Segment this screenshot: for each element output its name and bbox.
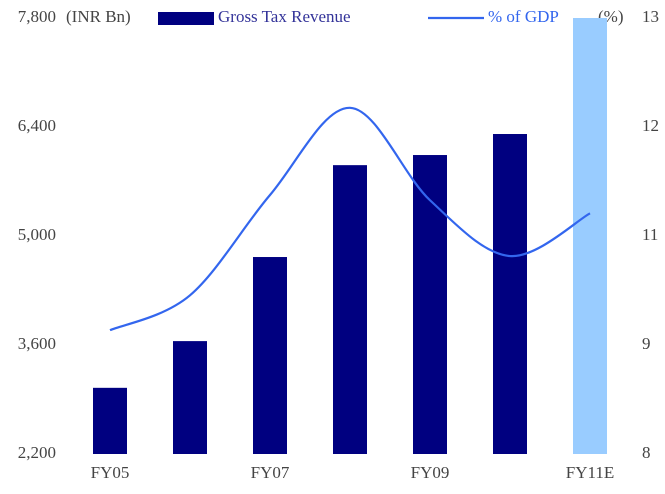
bar	[573, 18, 607, 454]
y2-tick-label: 13	[642, 7, 659, 26]
y2-tick-label: 9	[642, 334, 651, 353]
x-tick-label: FY05	[91, 463, 130, 482]
y2-tick-label: 8	[642, 443, 651, 462]
y-tick-label: 3,600	[18, 334, 56, 353]
line	[109, 106, 591, 332]
y-tick-label: 2,200	[18, 443, 56, 462]
x-tick-label: FY11E	[566, 463, 615, 482]
legend-label: Gross Tax Revenue	[218, 7, 351, 26]
x-tick-label: FY07	[251, 463, 290, 482]
bar	[333, 165, 367, 454]
legend-swatch	[158, 12, 214, 25]
bar	[93, 387, 127, 454]
y2-tick-label: 11	[642, 225, 658, 244]
bar	[253, 257, 287, 454]
y-tick-label: 5,000	[18, 225, 56, 244]
y-tick-label: 7,800	[18, 7, 56, 26]
y-axis-label: (INR Bn)	[66, 7, 131, 26]
bar	[493, 134, 527, 454]
bar	[413, 155, 447, 454]
x-tick-label: FY09	[411, 463, 450, 482]
y-tick-label: 6,400	[18, 116, 56, 135]
y2-tick-label: 12	[642, 116, 659, 135]
legend-label: % of GDP	[488, 7, 559, 26]
bar	[173, 341, 207, 454]
